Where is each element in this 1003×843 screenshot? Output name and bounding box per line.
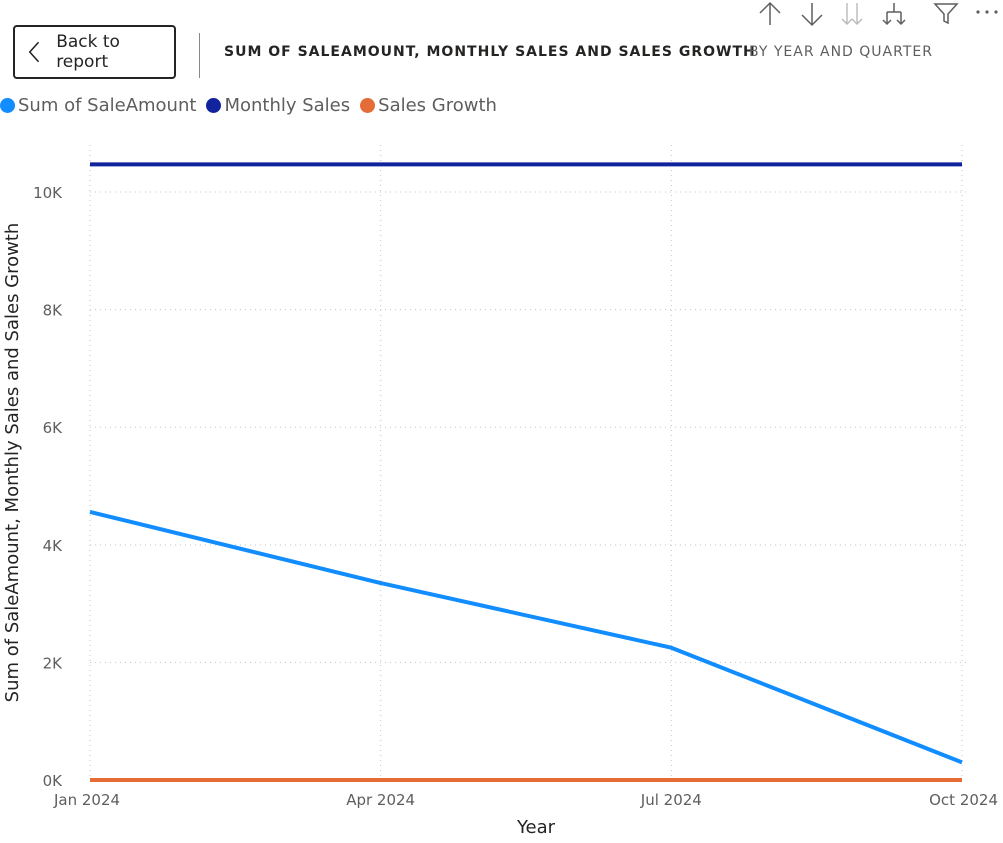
- chart-subtitle: BY YEAR AND QUARTER: [749, 44, 933, 60]
- chevron-left-icon: [28, 41, 40, 63]
- legend-item-monthly-sales[interactable]: Monthly Sales: [206, 95, 350, 116]
- filter-icon[interactable]: [932, 0, 960, 28]
- x-tick-label: Apr 2024: [346, 791, 415, 809]
- legend-label: Monthly Sales: [224, 95, 351, 116]
- legend-label: Sales Growth: [378, 95, 497, 116]
- y-tick-label: 6K: [43, 419, 64, 437]
- legend-marker: [0, 98, 15, 113]
- more-options-icon[interactable]: [973, 0, 1001, 28]
- drill-down-icon[interactable]: [798, 0, 826, 28]
- header-divider: [199, 33, 200, 78]
- back-to-report-button[interactable]: Back to report: [13, 25, 176, 79]
- y-tick-label: 0K: [43, 772, 64, 790]
- chart-title: SUM OF SALEAMOUNT, MONTHLY SALES AND SAL…: [224, 44, 756, 60]
- x-tick-label: Jul 2024: [640, 791, 702, 809]
- legend-label: Sum of SaleAmount: [18, 95, 197, 116]
- y-tick-label: 2K: [43, 654, 64, 672]
- series-line-sum-of-saleamount[interactable]: [89, 509, 963, 765]
- y-tick-label: 10K: [33, 184, 63, 202]
- x-tick-label: Oct 2024: [929, 791, 998, 809]
- legend-item-sales-growth[interactable]: Sales Growth: [360, 95, 497, 116]
- x-axis-title: Year: [516, 817, 556, 838]
- expand-hierarchy-icon[interactable]: [880, 0, 908, 28]
- y-tick-label: 4K: [43, 537, 64, 555]
- expand-next-level-icon[interactable]: [838, 0, 866, 28]
- legend-marker: [360, 98, 376, 113]
- chart-legend: Sum of SaleAmount Monthly Sales Sales Grow…: [0, 95, 507, 116]
- legend-marker: [206, 98, 222, 113]
- legend-item-sum-of-saleamount[interactable]: Sum of SaleAmount: [0, 95, 196, 116]
- x-tick-label: Jan 2024: [53, 791, 120, 809]
- y-tick-label: 8K: [43, 302, 64, 320]
- back-to-report-label: Back to report: [56, 32, 120, 72]
- y-axis-title: Sum of SaleAmount, Monthly Sales and Sal…: [2, 223, 23, 703]
- drill-up-icon[interactable]: [756, 0, 784, 28]
